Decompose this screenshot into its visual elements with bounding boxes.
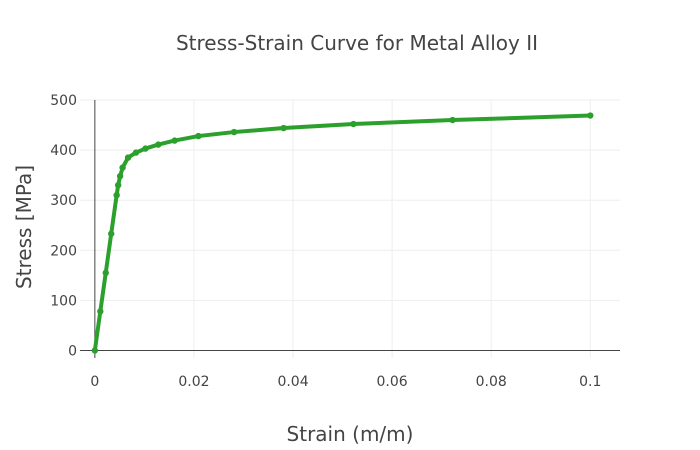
data-point [195, 132, 202, 140]
x-tick-label: 0 [90, 374, 99, 390]
y-tick-label: 300 [50, 193, 77, 209]
series-line [92, 113, 593, 353]
data-point [132, 149, 140, 156]
y-tick-label: 100 [50, 293, 77, 309]
y-tick-label: 500 [50, 93, 77, 109]
data-point [102, 269, 109, 277]
data-point [142, 145, 149, 152]
y-tick-label: 400 [50, 143, 77, 159]
data-point [587, 112, 594, 119]
data-point [124, 154, 132, 161]
y-axis-ticks: 0 100 200 300 400 500 [50, 93, 77, 359]
data-point [449, 116, 456, 124]
data-point [119, 164, 126, 171]
data-point [91, 347, 99, 354]
x-tick-label: 0.04 [277, 374, 308, 390]
x-tick-label: 0.08 [476, 374, 507, 390]
y-tick-label: 200 [50, 243, 77, 259]
x-tick-label: 0.06 [377, 374, 408, 390]
y-tick-label: 0 [68, 343, 77, 359]
data-point [97, 308, 104, 315]
x-axis-ticks: 0 0.02 0.04 0.06 0.08 0.1 [90, 374, 601, 390]
data-point [171, 137, 178, 144]
x-tick-label: 0.02 [178, 374, 209, 390]
x-tick-label: 0.1 [579, 374, 601, 390]
data-point [108, 230, 115, 237]
data-point [114, 181, 122, 189]
data-point [230, 128, 238, 136]
data-point [155, 141, 162, 148]
data-point [350, 120, 357, 128]
series-stress-strain [91, 112, 594, 354]
y-axis-title: Stress [MPa] [12, 165, 36, 289]
x-axis-title: Strain (m/m) [287, 422, 414, 446]
axes [80, 100, 620, 358]
grid-lines [80, 99, 620, 358]
data-point [113, 191, 120, 199]
data-point [280, 124, 287, 132]
data-point [116, 172, 124, 180]
chart-title: Stress-Strain Curve for Metal Alloy II [176, 31, 538, 55]
